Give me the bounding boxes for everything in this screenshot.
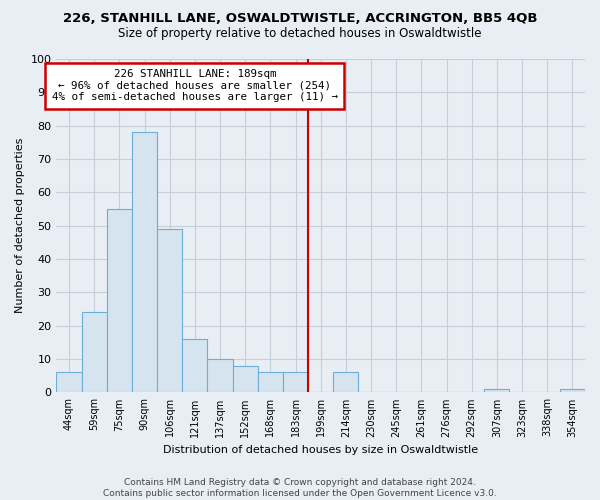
Bar <box>560 389 585 392</box>
Bar <box>233 366 258 392</box>
Bar <box>107 209 132 392</box>
Bar <box>182 339 208 392</box>
Text: 226, STANHILL LANE, OSWALDTWISTLE, ACCRINGTON, BB5 4QB: 226, STANHILL LANE, OSWALDTWISTLE, ACCRI… <box>63 12 537 26</box>
Y-axis label: Number of detached properties: Number of detached properties <box>15 138 25 314</box>
Text: Size of property relative to detached houses in Oswaldtwistle: Size of property relative to detached ho… <box>118 28 482 40</box>
Bar <box>333 372 358 392</box>
Bar <box>82 312 107 392</box>
Bar <box>56 372 82 392</box>
Bar <box>157 229 182 392</box>
Text: Contains HM Land Registry data © Crown copyright and database right 2024.
Contai: Contains HM Land Registry data © Crown c… <box>103 478 497 498</box>
Text: 226 STANHILL LANE: 189sqm
← 96% of detached houses are smaller (254)
4% of semi-: 226 STANHILL LANE: 189sqm ← 96% of detac… <box>52 69 338 102</box>
Bar <box>484 389 509 392</box>
Bar <box>283 372 308 392</box>
X-axis label: Distribution of detached houses by size in Oswaldtwistle: Distribution of detached houses by size … <box>163 445 478 455</box>
Bar <box>132 132 157 392</box>
Bar <box>208 359 233 392</box>
Bar <box>258 372 283 392</box>
